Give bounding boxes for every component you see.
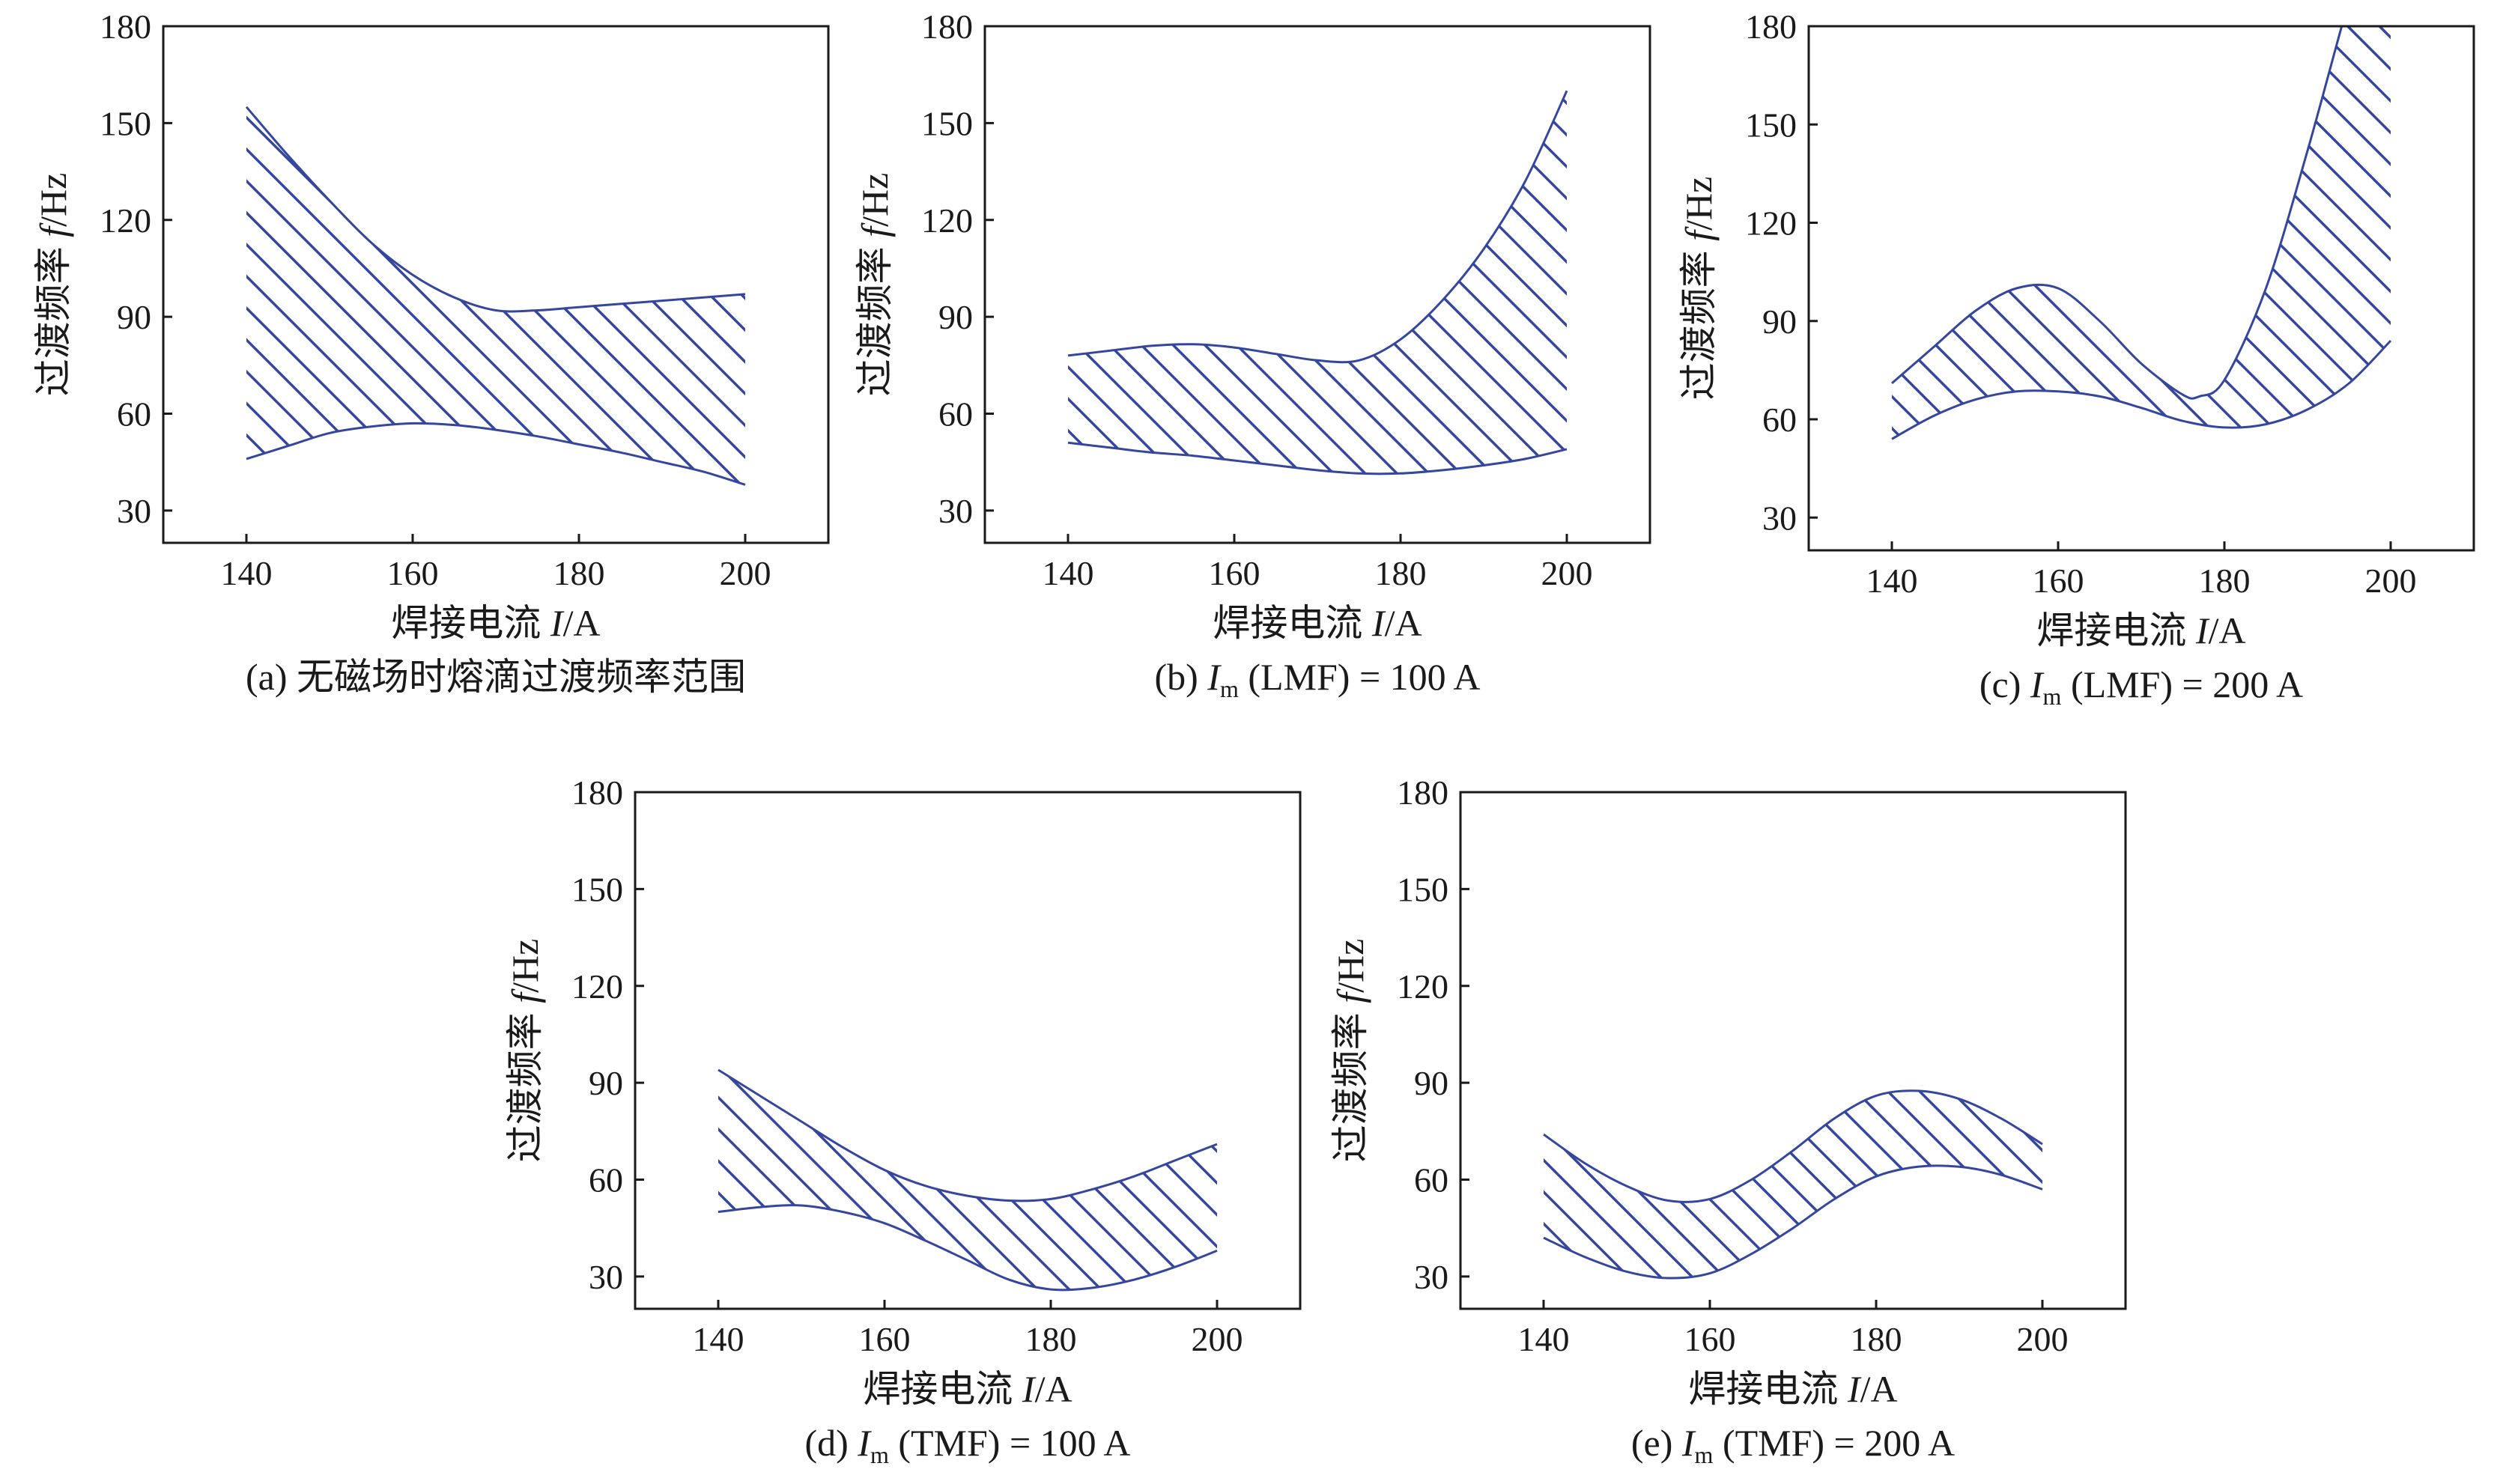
- x-axis-label: 焊接电流 I/A: [2036, 609, 2245, 651]
- x-axis-label: 焊接电流 I/A: [1688, 1368, 1897, 1410]
- panel-caption: (b) Im (LMF) = 100 A: [1154, 656, 1480, 702]
- x-tick-label: 200: [2365, 562, 2417, 600]
- upper-boundary-line: [1543, 1089, 2043, 1203]
- x-tick-label: 180: [1375, 554, 1427, 592]
- y-axis-label: 过渡频率 f/Hz: [1678, 177, 1720, 401]
- x-tick-label: 180: [1851, 1320, 1902, 1358]
- x-tick-label: 160: [1684, 1320, 1736, 1358]
- data-region-d: [717, 1068, 1218, 1292]
- y-tick-label: 60: [1414, 1161, 1448, 1199]
- x-tick-label: 200: [720, 554, 771, 592]
- y-tick-label: 90: [1762, 302, 1797, 341]
- x-tick-label: 140: [1043, 554, 1094, 592]
- y-tick-label: 60: [117, 395, 151, 434]
- y-tick-label: 60: [938, 395, 973, 434]
- x-tick-label: 140: [1866, 562, 1918, 600]
- y-tick-label: 60: [589, 1161, 623, 1199]
- upper-boundary-line: [1067, 90, 1568, 364]
- hatched-band: [1544, 1090, 2042, 1279]
- lower-boundary-line: [1543, 1164, 2043, 1280]
- data-region-b: [1067, 90, 1568, 475]
- y-tick-label: 90: [1414, 1064, 1448, 1102]
- x-tick-label: 180: [553, 554, 605, 592]
- y-tick-label: 30: [117, 492, 151, 530]
- y-tick-label: 180: [1745, 7, 1797, 46]
- data-region-e: [1543, 1089, 2043, 1280]
- y-tick-label: 150: [571, 870, 623, 908]
- y-tick-label: 90: [117, 298, 151, 336]
- y-tick-label: 90: [938, 298, 973, 336]
- y-tick-label: 30: [938, 492, 973, 530]
- x-tick-label: 160: [859, 1320, 911, 1358]
- y-tick-label: 30: [1762, 499, 1797, 537]
- x-axis-label: 焊接电流 I/A: [1213, 602, 1422, 644]
- y-tick-label: 180: [1397, 773, 1448, 812]
- x-tick-label: 200: [1192, 1320, 1243, 1358]
- y-tick-label: 150: [1745, 106, 1797, 144]
- data-region-c: [1891, 26, 2392, 440]
- y-tick-label: 180: [571, 773, 623, 812]
- plot-frame: [983, 25, 1651, 544]
- plot-frame: [162, 25, 830, 544]
- y-tick-label: 150: [100, 104, 151, 142]
- y-tick-label: 120: [100, 201, 151, 240]
- x-tick-label: 160: [2033, 562, 2084, 600]
- y-tick-label: 120: [1745, 204, 1797, 243]
- y-axis-label: 过渡频率 f/Hz: [854, 173, 896, 397]
- panel-d: 140 160 180 200 30 60 90 120 150 180 焊接电流 I/A 过渡频率 …: [504, 773, 1302, 1468]
- x-tick-label: 140: [1518, 1320, 1570, 1358]
- y-tick-label: 180: [100, 7, 151, 46]
- y-axis-label: 过渡频率 f/Hz: [32, 173, 74, 397]
- x-tick-label: 200: [1541, 554, 1593, 592]
- panel-c: 140 160 180 200 30 60 90 120 150 180 焊接电流 I/A 过渡频率 …: [1678, 7, 2475, 710]
- hatched-band: [718, 1069, 1217, 1290]
- panel-caption: (e) Im (TMF) = 200 A: [1631, 1422, 1955, 1468]
- x-axis-label: 焊接电流 I/A: [391, 602, 600, 644]
- y-tick-label: 30: [1414, 1258, 1448, 1296]
- y-tick-label: 120: [921, 201, 973, 240]
- y-tick-label: 120: [1397, 967, 1448, 1006]
- x-tick-label: 180: [2199, 562, 2251, 600]
- x-axis-label: 焊接电流 I/A: [863, 1368, 1072, 1410]
- upper-boundary-line: [1891, 26, 2343, 400]
- hatched-band: [1068, 91, 1567, 474]
- plot-frame: [634, 791, 1302, 1310]
- plot-frame: [1459, 791, 2127, 1310]
- upper-boundary-line: [245, 106, 746, 313]
- plot-frame: [1807, 25, 2475, 552]
- upper-boundary-line: [717, 1068, 1218, 1202]
- hatched-band: [1892, 26, 2391, 440]
- y-tick-label: 150: [1397, 870, 1448, 908]
- panel-e: 140 160 180 200 30 60 90 120 150 180 焊接电流 I/A 过渡频率 …: [1329, 773, 2127, 1468]
- x-tick-label: 160: [387, 554, 439, 592]
- y-axis-label: 过渡频率 f/Hz: [1329, 939, 1371, 1163]
- x-tick-label: 140: [693, 1320, 744, 1358]
- panel-caption: (d) Im (TMF) = 100 A: [804, 1422, 1130, 1468]
- lower-boundary-line: [1891, 339, 2392, 440]
- lower-boundary-line: [246, 422, 746, 486]
- y-axis-label: 过渡频率 f/Hz: [504, 939, 546, 1163]
- hatched-band: [246, 106, 745, 485]
- panel-a: 140 160 180 200 30 60 90 120 150 180 焊接电流 I/A 过渡频率 …: [32, 7, 830, 698]
- panel-b: 140 160 180 200 30 60 90 120 150 180 焊接电流 I/A 过渡频率 …: [854, 7, 1651, 702]
- x-tick-label: 160: [1209, 554, 1260, 592]
- y-tick-label: 120: [571, 967, 623, 1006]
- x-tick-label: 180: [1025, 1320, 1077, 1358]
- y-tick-label: 90: [589, 1064, 623, 1102]
- panel-caption: (c) Im (LMF) = 200 A: [1979, 663, 2303, 710]
- x-tick-label: 200: [2017, 1320, 2069, 1358]
- y-tick-label: 180: [921, 7, 973, 46]
- y-tick-label: 150: [921, 104, 973, 142]
- y-tick-label: 60: [1762, 401, 1797, 439]
- lower-boundary-line: [717, 1204, 1218, 1292]
- data-region-a: [245, 106, 746, 486]
- y-tick-label: 30: [589, 1258, 623, 1296]
- panel-caption: (a) 无磁场时熔滴过渡频率范围: [246, 656, 746, 698]
- x-tick-label: 140: [221, 554, 273, 592]
- lower-boundary-line: [1067, 441, 1568, 475]
